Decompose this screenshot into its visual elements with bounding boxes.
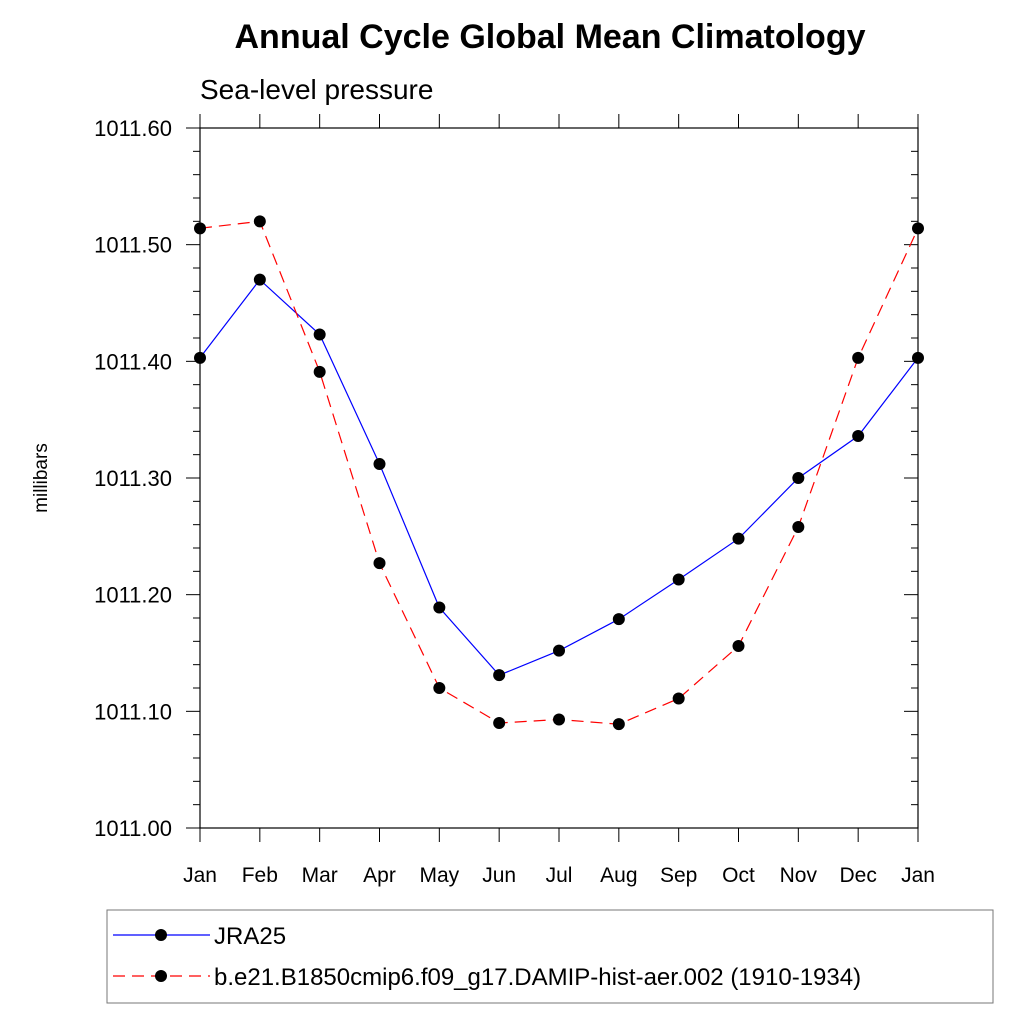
- data-point: [253, 273, 266, 286]
- legend-label: JRA25: [214, 923, 286, 950]
- data-point: [313, 328, 326, 341]
- x-tick-label: Dec: [839, 864, 876, 887]
- data-point: [373, 458, 386, 470]
- data-point: [194, 222, 206, 235]
- series-line: [199, 278, 919, 676]
- x-tick-label: Feb: [242, 864, 278, 887]
- legend-label: b.e21.B1850cmip6.f09_g17.DAMIP-hist-aer.…: [214, 964, 861, 991]
- data-point: [433, 682, 446, 694]
- data-point: [792, 521, 805, 533]
- data-point: [493, 669, 506, 682]
- x-tick-label: Sep: [660, 864, 697, 887]
- x-tick-label: Jan: [183, 864, 217, 887]
- data-point: [792, 472, 805, 484]
- data-point: [194, 351, 206, 364]
- series-1: [194, 273, 924, 682]
- y-tick-label: 1011.50: [94, 233, 172, 258]
- legend-entry: b.e21.B1850cmip6.f09_g17.DAMIP-hist-aer.…: [113, 964, 861, 991]
- x-tick-label: May: [419, 864, 459, 887]
- data-point: [732, 532, 745, 545]
- data-point: [553, 713, 565, 726]
- y-axis-label: millibars: [31, 443, 52, 513]
- legend: JRA25 b.e21.B1850cmip6.f09_g17.DAMIP-hist…: [113, 923, 861, 991]
- data-point: [253, 215, 266, 228]
- data-point: [912, 222, 924, 235]
- x-tick-label: Jan: [901, 864, 935, 887]
- data-point: [912, 351, 924, 364]
- data-point: [373, 557, 386, 570]
- x-tick-label: Aug: [600, 864, 637, 887]
- data-point: [732, 640, 745, 652]
- legend-entry: JRA25: [113, 923, 286, 950]
- chart-subtitle: Sea-level pressure: [200, 74, 433, 105]
- y-tick-label: 1011.00: [94, 816, 172, 841]
- data-point: [612, 718, 625, 731]
- x-tick-label: Apr: [363, 864, 396, 887]
- y-tick-label: 1011.60: [94, 116, 172, 141]
- data-point: [553, 644, 565, 657]
- y-tick-label: 1011.10: [94, 699, 172, 724]
- legend-marker: [155, 929, 167, 941]
- data-point: [612, 613, 625, 626]
- legend-marker: [155, 970, 167, 982]
- y-tick-label: 1011.20: [94, 583, 172, 608]
- data-point: [493, 717, 506, 729]
- series-2: [194, 215, 924, 731]
- axes: 1011.00 1011.10 1011.20 1011.30 1011.40 1011.…: [94, 114, 935, 887]
- x-tick-label: Mar: [302, 864, 338, 887]
- data-point: [313, 365, 326, 378]
- x-tick-label: Nov: [780, 864, 818, 887]
- data-point: [852, 351, 865, 364]
- data-point: [672, 692, 685, 705]
- x-tick-label: Oct: [722, 864, 755, 887]
- x-tick-label: Jul: [546, 864, 573, 887]
- series-layer: [194, 215, 924, 731]
- y-tick-label: 1011.30: [94, 466, 172, 491]
- data-point: [433, 601, 446, 614]
- y-tick-label: 1011.40: [94, 349, 172, 374]
- data-point: [672, 573, 685, 586]
- data-point: [852, 430, 865, 442]
- chart-title: Annual Cycle Global Mean Climatology: [235, 18, 866, 56]
- legend-box: [106, 909, 994, 1004]
- x-tick-label: Jun: [482, 864, 516, 887]
